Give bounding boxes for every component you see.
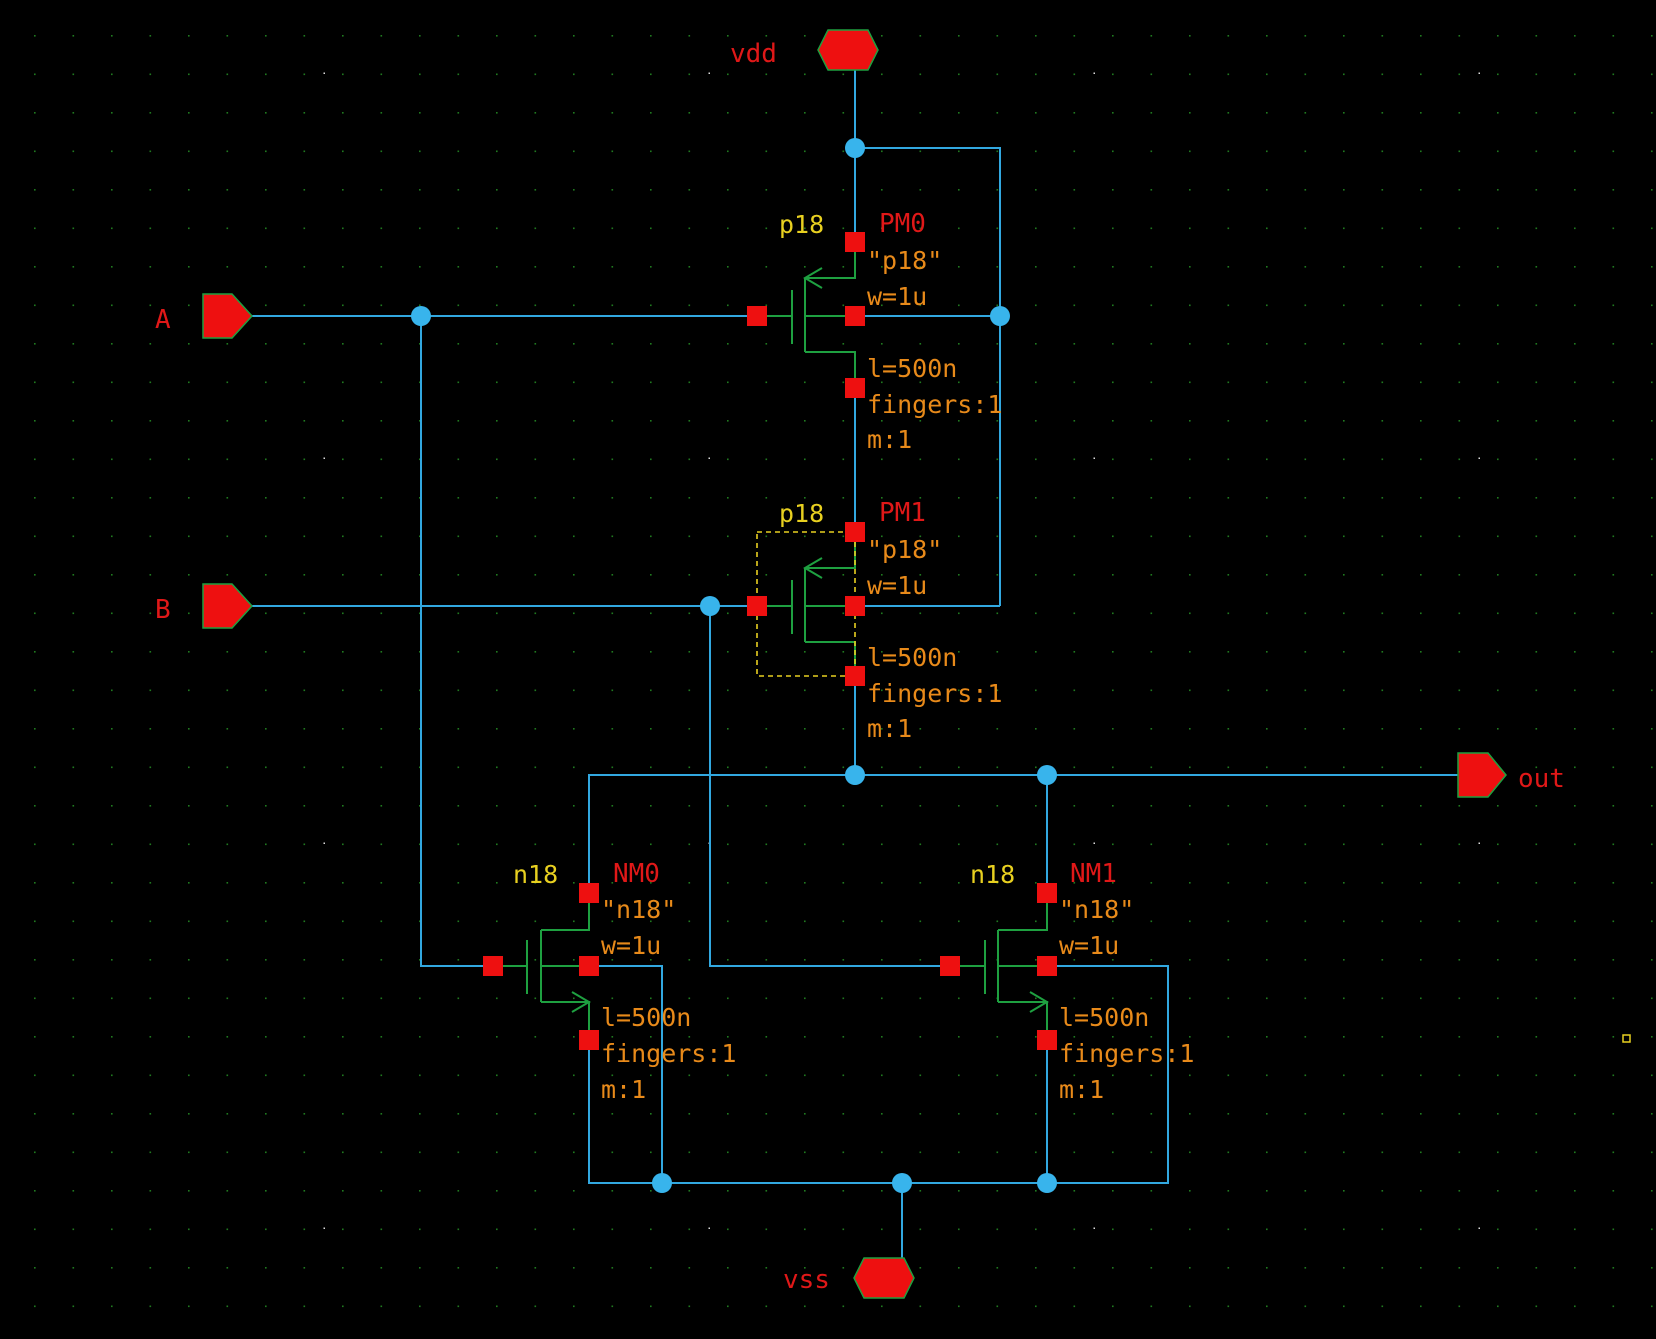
pin-labels: vdd vss A B out — [155, 39, 1565, 1295]
pin-pm0-gate[interactable] — [747, 306, 767, 326]
pin-pm0-source[interactable] — [845, 378, 865, 398]
nmos-nm0[interactable] — [493, 893, 591, 1040]
junction-dot — [892, 1173, 912, 1193]
pin-nm0-drain[interactable] — [579, 883, 599, 903]
pin-nm1-source[interactable] — [1037, 1030, 1057, 1050]
b-label: B — [155, 595, 171, 625]
pin-nm0-source[interactable] — [579, 1030, 599, 1050]
vss-pin-icon[interactable] — [853, 1257, 915, 1299]
out-pin-icon[interactable] — [1457, 752, 1507, 798]
pm0-w: w=1u — [867, 282, 927, 311]
pm0-m: m:1 — [867, 425, 912, 454]
nm0-name: NM0 — [613, 859, 660, 889]
pm0-fingers: fingers:1 — [867, 390, 1002, 419]
nm0-l: l=500n — [601, 1003, 691, 1032]
pm1-m: m:1 — [867, 714, 912, 743]
terminal-pins — [483, 232, 1057, 1050]
wire-b-down[interactable] — [709, 606, 950, 967]
wire-nm0-body[interactable] — [589, 965, 663, 1183]
pmos-pm1[interactable] — [757, 532, 856, 676]
pin-nm1-body[interactable] — [1037, 956, 1057, 976]
pm1-fingers: fingers:1 — [867, 679, 1002, 708]
nm0-cell: "n18" — [601, 895, 676, 924]
pin-nm1-gate[interactable] — [940, 956, 960, 976]
nm0-model: n18 — [513, 860, 558, 889]
b-pin-icon[interactable] — [202, 583, 254, 629]
junction-dot — [411, 306, 431, 326]
wires — [252, 70, 1458, 1258]
io-pins — [202, 29, 1507, 1299]
wire-vdd-rail[interactable] — [855, 147, 1001, 606]
nm1-name: NM1 — [1070, 859, 1117, 889]
junction-dot — [990, 306, 1010, 326]
pm0-name: PM0 — [879, 209, 926, 239]
pm0-labels: p18 PM0 "p18" w=1u l=500n fingers:1 m:1 — [779, 209, 1002, 454]
junction-dot — [700, 596, 720, 616]
junction-dot — [1037, 1173, 1057, 1193]
nmos-nm1[interactable] — [950, 893, 1049, 1040]
pin-pm0-drain[interactable] — [845, 232, 865, 252]
vss-label: vss — [783, 1265, 830, 1295]
pin-pm1-gate[interactable] — [747, 596, 767, 616]
pm1-cell: "p18" — [867, 535, 942, 564]
pm0-l: l=500n — [867, 354, 957, 383]
pm1-model: p18 — [779, 499, 824, 528]
nm1-cell: "n18" — [1059, 895, 1134, 924]
junction-dot — [845, 138, 865, 158]
vdd-pin-icon[interactable] — [817, 29, 879, 71]
nm1-w: w=1u — [1059, 931, 1119, 960]
a-label: A — [155, 305, 171, 335]
junction-dot — [652, 1173, 672, 1193]
nm1-l: l=500n — [1059, 1003, 1149, 1032]
nm1-fingers: fingers:1 — [1059, 1039, 1194, 1068]
pin-pm1-body[interactable] — [845, 596, 865, 616]
nm0-fingers: fingers:1 — [601, 1039, 736, 1068]
junctions — [411, 138, 1057, 1193]
nm0-labels: n18 NM0 "n18" w=1u l=500n fingers:1 m:1 — [513, 859, 736, 1104]
pm0-model: p18 — [779, 210, 824, 239]
nm1-labels: n18 NM1 "n18" w=1u l=500n fingers:1 m:1 — [970, 859, 1194, 1104]
pm1-w: w=1u — [867, 571, 927, 600]
junction-dot — [845, 765, 865, 785]
pm1-name: PM1 — [879, 498, 926, 528]
nm1-m: m:1 — [1059, 1075, 1104, 1104]
a-pin-icon[interactable] — [202, 293, 254, 339]
pin-nm1-drain[interactable] — [1037, 883, 1057, 903]
selection-box-pm1 — [756, 531, 856, 677]
pin-nm0-body[interactable] — [579, 956, 599, 976]
nm0-w: w=1u — [601, 931, 661, 960]
wire-out[interactable] — [588, 774, 1458, 893]
pin-pm1-source[interactable] — [845, 666, 865, 686]
nm1-model: n18 — [970, 860, 1015, 889]
vdd-label: vdd — [730, 39, 777, 69]
pm0-cell: "p18" — [867, 246, 942, 275]
pin-pm0-body[interactable] — [845, 306, 865, 326]
handle-icon — [1622, 1034, 1631, 1043]
pin-nm0-gate[interactable] — [483, 956, 503, 976]
wire-nm1-body[interactable] — [1047, 965, 1169, 1184]
pm1-labels: p18 PM1 "p18" w=1u l=500n fingers:1 m:1 — [779, 498, 1002, 743]
wire-a-down[interactable] — [420, 316, 493, 967]
devices — [493, 242, 1049, 1040]
junction-dot — [1037, 765, 1057, 785]
pin-pm1-drain[interactable] — [845, 522, 865, 542]
pmos-pm0[interactable] — [757, 242, 856, 388]
out-label: out — [1518, 764, 1565, 794]
nm0-m: m:1 — [601, 1075, 646, 1104]
pm1-l: l=500n — [867, 643, 957, 672]
